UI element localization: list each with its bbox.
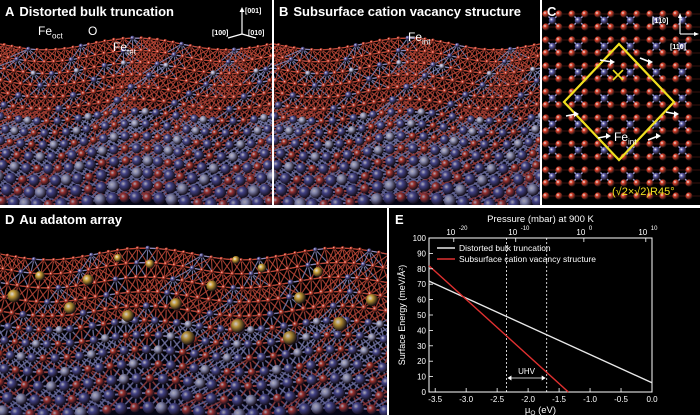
y-tick-label: 40 (417, 326, 426, 335)
x-tick-label: -2.5 (490, 395, 504, 404)
legend-entry: Subsurface cation vacancy structure (459, 254, 596, 264)
o-label: O (88, 24, 97, 38)
panel-d-title: D Au adatom array (5, 212, 122, 227)
top-tick-exponent: 0 (589, 226, 593, 232)
top-tick-label: 10 (638, 228, 647, 237)
top-tick-exponent: -20 (459, 226, 468, 232)
series-line-1 (429, 266, 568, 392)
panel-c-title: C (547, 4, 561, 19)
axis-110-bar-label: [1̅1̅0] (652, 18, 668, 25)
top-axis-label: Pressure (mbar) at 900 K (487, 214, 594, 225)
panel-b-title: B Subsurface cation vacancy structure (279, 4, 521, 19)
panel-b-subsurface-vacancy: B Subsurface cation vacancy structure Fei… (274, 0, 540, 205)
axis-100-label: [100] (212, 30, 228, 37)
panel-e-surface-energy-chart: E UHV -3.5 -3.0 -2.5 -2.0 -1.5 -1.0 -0.5 0.0 0 10 2… (389, 208, 700, 415)
panel-letter: E (395, 212, 404, 227)
y-tick-label: 90 (417, 249, 426, 258)
fe-oct-label: Feoct (38, 24, 63, 40)
top-tick-label: 10 (446, 228, 455, 237)
label-text: Fe (614, 130, 628, 144)
y-tick-label: 20 (417, 357, 426, 366)
axis-110-label: [110] (670, 44, 686, 51)
axis-001-label: [001] (245, 8, 261, 15)
x-tick-label: -2.0 (521, 395, 535, 404)
panel-letter: D (5, 212, 14, 227)
fe-int-label: Feint (408, 30, 430, 46)
label-subscript: tet (127, 47, 136, 56)
x-tick-label: -3.0 (459, 395, 473, 404)
label-subscript: oct (52, 31, 63, 40)
y-axis-label: Surface Energy (meV/Å²) (397, 265, 407, 366)
top-tick-label: 10 (508, 228, 517, 237)
axis-010-label: [010] (248, 30, 264, 37)
label-text: Fe (113, 40, 127, 54)
surface-energy-plot: UHV -3.5 -3.0 -2.5 -2.0 -1.5 -1.0 -0.5 0.0 0 10 20 3… (389, 208, 700, 415)
uhv-label: UHV (518, 367, 536, 376)
panel-letter: B (279, 4, 288, 19)
x-tick-label: -3.5 (428, 395, 442, 404)
y-tick-label: 50 (417, 311, 426, 320)
panel-a-title: A Distorted bulk truncation (5, 4, 174, 19)
label-text: Fe (38, 24, 52, 38)
panel-e-title: E (395, 212, 409, 227)
top-tick-label: 10 (576, 228, 585, 237)
top-tick-exponent: -10 (521, 226, 530, 232)
y-tick-label: 60 (417, 296, 426, 305)
atomic-model-b (274, 0, 540, 205)
label-subscript: int (628, 137, 636, 146)
top-view-lattice (542, 0, 700, 205)
y-tick-label: 10 (417, 373, 426, 382)
legend-entry: Distorted bulk truncation (459, 243, 551, 253)
panel-letter: A (5, 4, 14, 19)
panel-title-text: Au adatom array (19, 212, 122, 227)
x-tick-label: -0.5 (614, 395, 628, 404)
top-tick-exponent: 10 (651, 226, 658, 232)
panel-d-au-adatom: D Au adatom array (0, 208, 387, 415)
x-axis-label: μO (eV) (525, 405, 556, 415)
fe-tet-label: Fetet (113, 40, 136, 56)
cell-center-cross-icon (613, 70, 623, 80)
y-tick-label: 0 (422, 388, 427, 397)
x-tick-label: 0.0 (646, 395, 658, 404)
panel-c-top-view: C [1̅1̅0] [110] Feint (√2×√2)R45° (542, 0, 700, 205)
y-tick-label: 30 (417, 342, 426, 351)
y-tick-label: 100 (413, 234, 427, 243)
label-text: Fe (408, 30, 422, 44)
y-tick-label: 80 (417, 265, 426, 274)
panel-title-text: Subsurface cation vacancy structure (293, 4, 521, 19)
fe-int-label-c: Feint (614, 130, 636, 146)
panel-title-text: Distorted bulk truncation (19, 4, 174, 19)
label-subscript: int (422, 37, 430, 46)
x-tick-label: -1.0 (583, 395, 597, 404)
panel-letter: C (547, 4, 556, 19)
x-tick-label: -1.5 (552, 395, 566, 404)
y-tick-label: 70 (417, 280, 426, 289)
atomic-model-d (0, 208, 387, 415)
unit-cell-label: (√2×√2)R45° (612, 186, 675, 198)
